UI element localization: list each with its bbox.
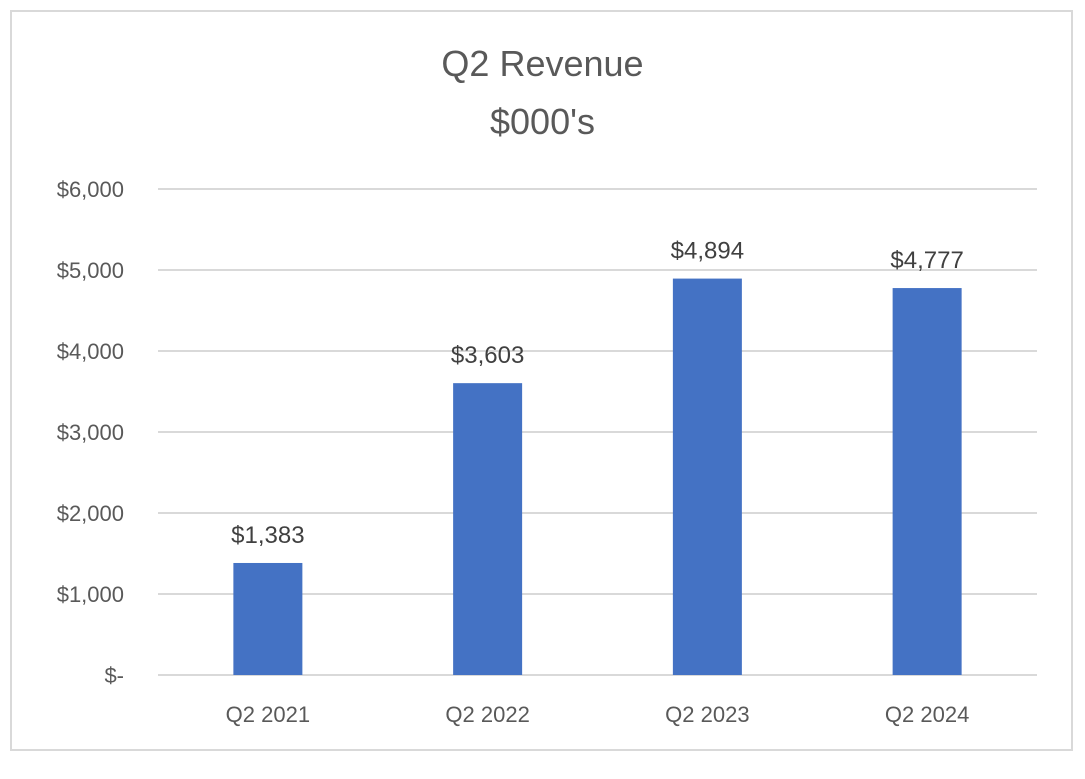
y-tick-label: $3,000 bbox=[57, 420, 124, 445]
data-label: $4,894 bbox=[671, 238, 744, 265]
x-axis-tick-labels: Q2 2021 Q2 2022 Q2 2023 Q2 2024 bbox=[226, 702, 970, 727]
chart-title: Q2 Revenue bbox=[441, 43, 644, 84]
y-tick-label: $6,000 bbox=[57, 177, 124, 202]
data-label: $3,603 bbox=[451, 342, 524, 369]
y-tick-label: $4,000 bbox=[57, 339, 124, 364]
y-tick-label: $5,000 bbox=[57, 258, 124, 283]
bar bbox=[233, 562, 303, 675]
bar bbox=[892, 288, 962, 675]
data-label: $1,383 bbox=[231, 522, 304, 549]
y-tick-label: $1,000 bbox=[57, 582, 124, 607]
gridlines bbox=[158, 188, 1037, 676]
x-tick-label: Q2 2024 bbox=[885, 702, 969, 727]
y-tick-label: $- bbox=[104, 663, 124, 688]
data-labels: $1,383 $3,603 $4,894 $4,777 bbox=[231, 238, 964, 549]
y-tick-label: $2,000 bbox=[57, 501, 124, 526]
x-tick-label: Q2 2023 bbox=[665, 702, 749, 727]
bars bbox=[233, 278, 962, 675]
bar bbox=[672, 278, 742, 675]
y-axis-tick-labels: $- $1,000 $2,000 $3,000 $4,000 $5,000 $6,000 bbox=[57, 177, 124, 688]
bar bbox=[453, 383, 523, 675]
chart-subtitle: $000's bbox=[490, 101, 595, 142]
x-tick-label: Q2 2021 bbox=[226, 702, 310, 727]
x-tick-label: Q2 2022 bbox=[445, 702, 529, 727]
data-label: $4,777 bbox=[890, 247, 963, 274]
